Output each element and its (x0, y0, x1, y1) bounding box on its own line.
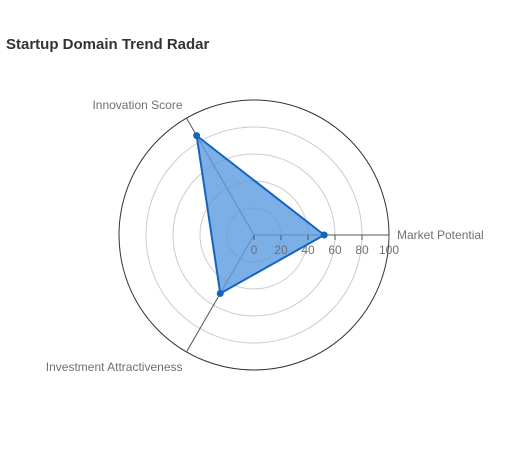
radar-tick-label: 60 (328, 243, 342, 257)
radar-tick-label: 20 (274, 243, 288, 257)
radar-axis-labels: Market Potential Innovation Score Investme… (46, 98, 484, 374)
radar-tick-label: 40 (301, 243, 315, 257)
radar-data-point[interactable] (216, 289, 224, 297)
radar-tick-label: 80 (355, 243, 369, 257)
chart-title: Startup Domain Trend Radar (6, 36, 210, 53)
radar-indicator-label: Investment Attractiveness (46, 360, 183, 374)
radar-data-point[interactable] (320, 231, 328, 239)
radar-tick-labels: 0 20 40 60 80 100 (251, 235, 399, 257)
radar-series-area (195, 134, 326, 295)
radar-indicator-label: Innovation Score (92, 98, 182, 112)
radar-data-point[interactable] (193, 132, 201, 140)
radar-tick-label: 0 (251, 243, 258, 257)
radar-tick-label: 100 (379, 243, 399, 257)
radar-series (193, 132, 328, 297)
radar-indicator-label: Market Potential (397, 228, 484, 242)
